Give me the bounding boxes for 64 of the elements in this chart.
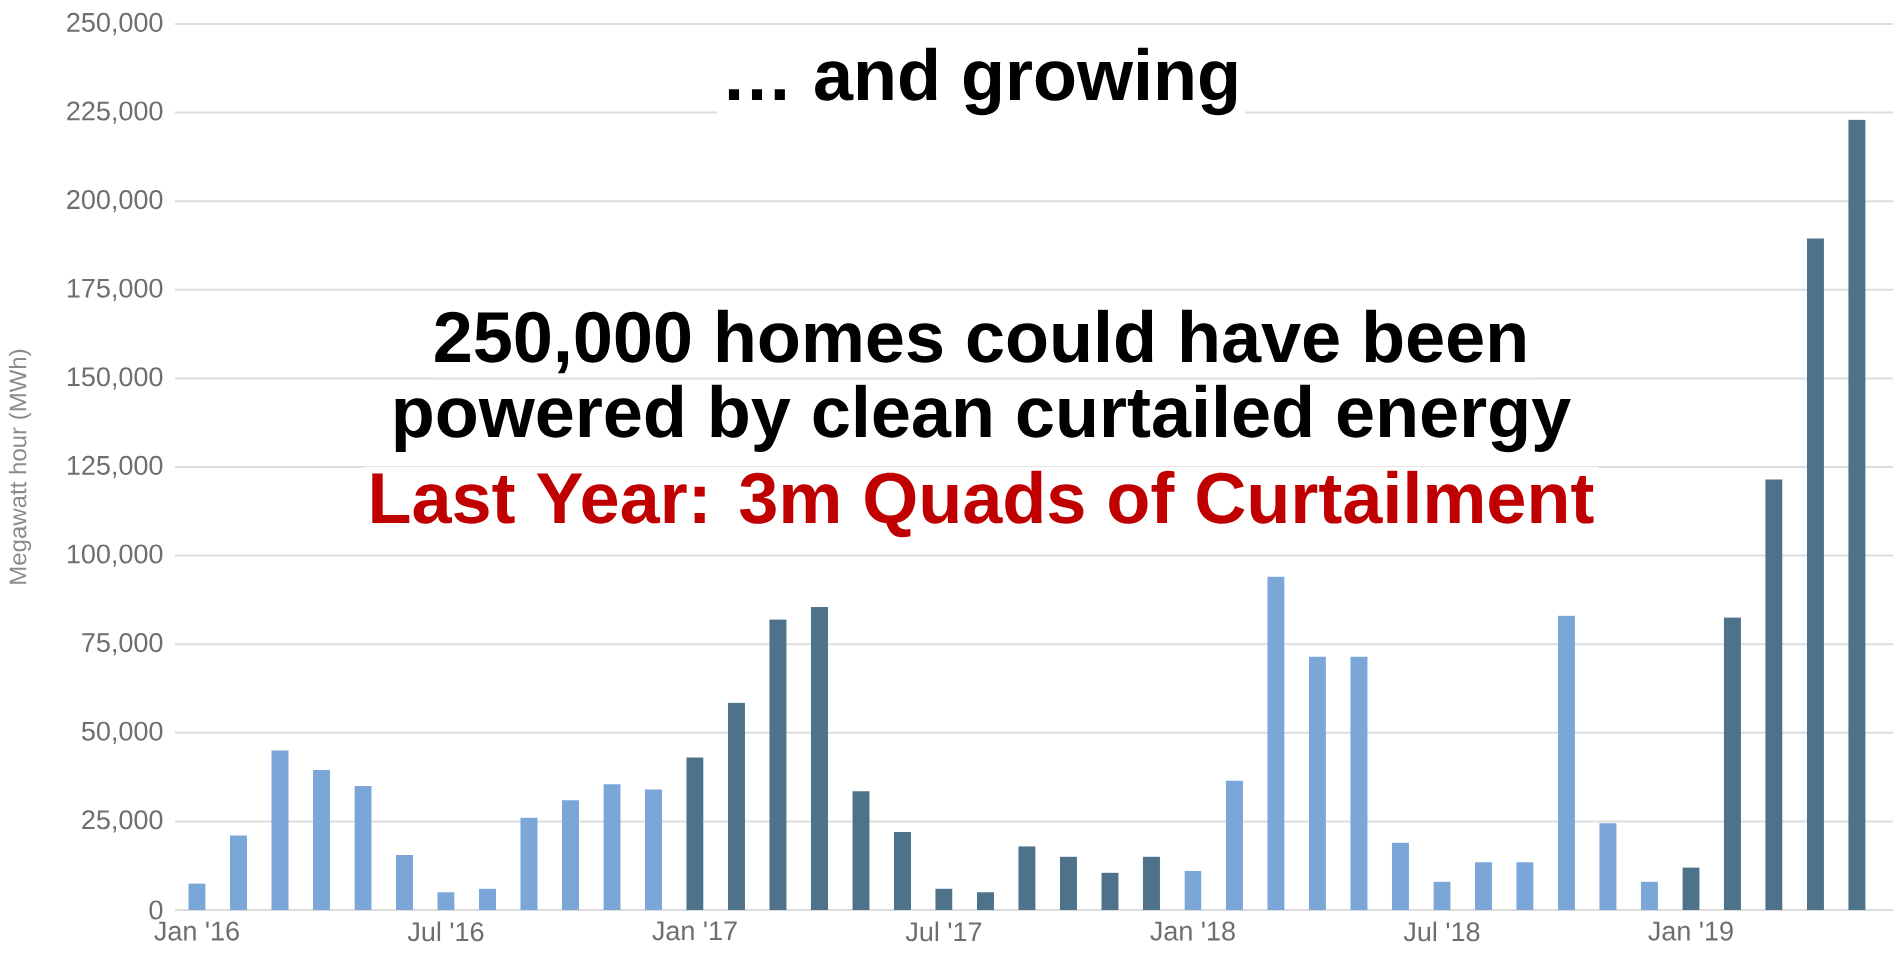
y-tick-label: 100,000: [67, 544, 163, 567]
bar: [1765, 479, 1783, 910]
y-tick-label: 150,000: [67, 367, 163, 390]
bar: [1101, 872, 1119, 910]
y-tick-label: 25,000: [82, 810, 163, 833]
bar: [603, 784, 621, 910]
x-tick-label: Jan '18: [1150, 921, 1235, 941]
bar: [769, 619, 787, 910]
bar: [1682, 867, 1700, 910]
bar: [644, 789, 662, 910]
bar: [1599, 823, 1617, 910]
x-tick-label: Jul '18: [1403, 921, 1480, 942]
bar: [893, 832, 911, 910]
y-tick-label: 250,000: [67, 12, 163, 36]
bar: [1391, 842, 1409, 910]
bar: [1308, 656, 1326, 910]
y-axis-title: Megawatt hour (MWh): [8, 349, 32, 584]
bar: [1848, 119, 1866, 910]
bar: [727, 702, 745, 910]
bar: [478, 888, 496, 910]
x-tick-label: Jan '16: [154, 921, 239, 941]
bar: [1267, 576, 1285, 910]
y-tick-label: 200,000: [67, 190, 163, 213]
bar: [810, 606, 828, 910]
annotation: Last Year: 3m Quads of Curtailment: [372, 470, 1594, 538]
annotation: powered by clean curtailed energy: [395, 384, 1571, 453]
bar: [1142, 856, 1160, 910]
y-tick-label: 50,000: [81, 721, 163, 744]
y-tick-label: 225,000: [67, 101, 163, 124]
bar: [188, 883, 206, 910]
bar: [1433, 881, 1451, 910]
bar: [312, 770, 330, 910]
bar: [1723, 617, 1741, 910]
bar: [1184, 871, 1202, 910]
bar: [1474, 862, 1492, 910]
bar: [1225, 780, 1243, 910]
y-tick-label: 75,000: [82, 633, 163, 656]
bar: [686, 757, 704, 910]
bar: [1059, 856, 1077, 910]
bar: [1350, 656, 1368, 910]
bar: [976, 892, 994, 910]
bar: [1557, 615, 1575, 910]
x-tick-label: Jul '16: [407, 921, 484, 942]
annotation: 250,000 homes could have been: [435, 309, 1525, 374]
bar: [437, 892, 455, 910]
y-tick-label: 0: [149, 900, 163, 920]
x-tick-label: Jan '17: [652, 921, 737, 941]
bar: [1640, 881, 1658, 910]
bar: [229, 835, 247, 910]
bar: [354, 785, 372, 910]
chart-title: … and growing: [728, 47, 1237, 116]
x-tick-label: Jan '19: [1648, 921, 1733, 941]
bar: [1516, 862, 1534, 910]
bar: [395, 855, 413, 910]
y-tick-label: 175,000: [67, 278, 163, 301]
x-tick-label: Jul '17: [905, 921, 982, 942]
bar: [271, 750, 289, 910]
bar: [1018, 846, 1036, 910]
bar: [520, 817, 538, 910]
bar: [561, 800, 579, 910]
bar: [1806, 238, 1824, 910]
y-tick-label: 125,000: [67, 455, 163, 479]
bar: [935, 888, 953, 910]
bar: [852, 791, 870, 910]
